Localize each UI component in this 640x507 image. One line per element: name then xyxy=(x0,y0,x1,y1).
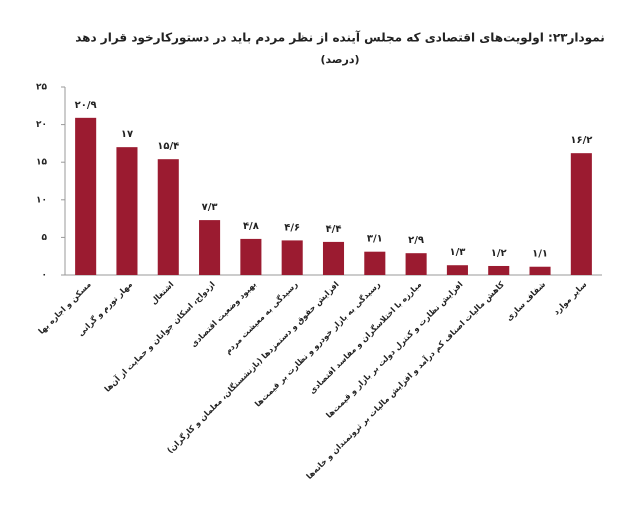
value-label: ۲/۹ xyxy=(408,235,424,246)
y-tick-label: ۰ xyxy=(42,271,48,281)
bar xyxy=(199,220,221,275)
value-label: ۴/۸ xyxy=(243,221,259,232)
x-tick-label: کاهش مالیات اصناف کم درآمد و افزایش مالی… xyxy=(304,279,507,482)
bar xyxy=(488,265,510,275)
bar xyxy=(240,238,262,275)
bar xyxy=(570,153,592,275)
y-tick-label: ۲۵ xyxy=(36,83,47,93)
y-tick-label: ۱۵ xyxy=(36,158,47,168)
bar xyxy=(446,265,468,275)
y-tick-label: ۱۰ xyxy=(36,195,47,205)
x-tick-label: رسیدگی به معیشت مردم xyxy=(223,279,300,356)
bar xyxy=(116,147,138,275)
bar xyxy=(281,240,303,275)
bar xyxy=(529,266,551,275)
x-tick-label: سایر موارد xyxy=(552,280,589,317)
y-tick-label: ۲۰ xyxy=(36,120,47,130)
value-label: ۳/۱ xyxy=(367,234,383,245)
bar xyxy=(75,117,97,275)
chart-subtitle: (درصد) xyxy=(320,53,359,66)
x-tick-label: اشتغال xyxy=(149,280,176,307)
value-label: ۴/۴ xyxy=(326,224,342,235)
value-label: ۱/۱ xyxy=(532,249,548,260)
value-label: ۱/۳ xyxy=(449,247,465,258)
bar xyxy=(322,241,345,275)
value-label: ۱۶/۲ xyxy=(570,135,592,146)
x-tick-label: شفاف سازی xyxy=(504,280,547,323)
bar xyxy=(405,253,427,275)
chart-title: نمودار۲۳: اولویت‌های اقتصادی که مجلس آین… xyxy=(75,30,605,46)
value-label: ۱۵/۴ xyxy=(157,141,179,152)
y-tick-label: ۵ xyxy=(42,233,48,243)
value-label: ۷/۳ xyxy=(202,202,218,213)
bar xyxy=(157,159,179,275)
value-label: ۱/۲ xyxy=(491,248,507,259)
value-label: ۲۰/۹ xyxy=(75,100,97,111)
value-label: ۱۷ xyxy=(121,129,133,140)
value-label: ۴/۶ xyxy=(284,222,300,233)
bar xyxy=(364,251,386,275)
